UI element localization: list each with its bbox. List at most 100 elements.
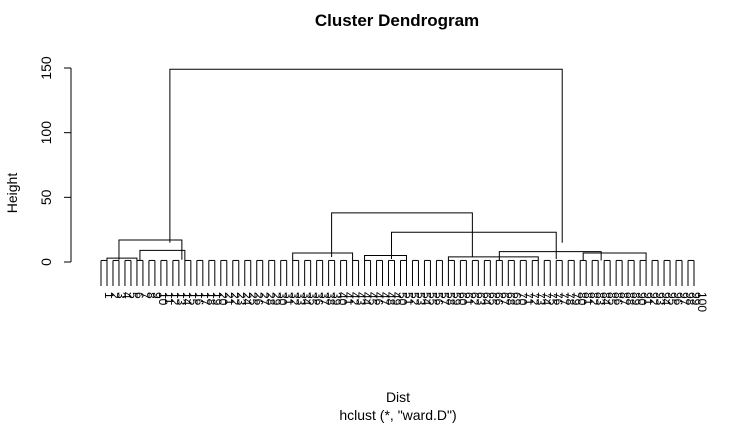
leaf-label: 46 xyxy=(372,292,386,306)
leaf-label: 56 xyxy=(431,292,445,306)
leaf-label: 52 xyxy=(407,292,421,306)
leaf-label: 41 xyxy=(342,292,356,306)
y-tick-label: 150 xyxy=(38,56,54,80)
leaf-label: 67 xyxy=(497,292,511,306)
leaf-label: 45 xyxy=(366,292,380,306)
leaf-label: 9 xyxy=(150,292,164,299)
leaf-label: 40 xyxy=(336,292,350,306)
leaf-label: 81 xyxy=(581,292,595,306)
leaf-label: 3 xyxy=(114,292,128,299)
leaf-label: 44 xyxy=(360,292,374,306)
leaf-label: 48 xyxy=(384,292,398,306)
leaf-label: 2 xyxy=(108,292,122,299)
leaf-label: 17 xyxy=(198,292,212,306)
dendrogram-tree xyxy=(100,68,695,286)
leaf-label: 6 xyxy=(132,292,146,299)
y-tick-label: 50 xyxy=(38,189,54,205)
leaf-label: 26 xyxy=(252,292,266,306)
leaf-label: 16 xyxy=(192,292,206,306)
leaf-label: 18 xyxy=(204,292,218,306)
chart-subtitle: hclust (*, "ward.D") xyxy=(339,407,456,423)
leaf-label: 25 xyxy=(246,292,260,306)
leaf-label: 60 xyxy=(455,292,469,306)
leaf-label: 42 xyxy=(348,292,362,306)
leaf-label: 51 xyxy=(401,292,415,306)
leaf-label: 77 xyxy=(557,292,571,306)
merge-link xyxy=(169,68,563,243)
leaf-label: 33 xyxy=(294,292,308,306)
merge-link xyxy=(582,252,647,261)
leaf-label: 35 xyxy=(306,292,320,306)
leaf-label: 54 xyxy=(419,292,433,306)
leaf-label: 73 xyxy=(533,292,547,306)
leaf-label: 21 xyxy=(222,292,236,306)
merge-link xyxy=(498,251,602,261)
leaf-label: 59 xyxy=(449,292,463,306)
leaf-label: 8 xyxy=(144,292,158,299)
leaf-label: 85 xyxy=(605,292,619,306)
leaf-label: 39 xyxy=(330,292,344,306)
leaf-label: 22 xyxy=(228,292,242,306)
leaf-label: 74 xyxy=(539,292,553,306)
leaf-label: 11 xyxy=(162,292,176,305)
leaf-label: 97 xyxy=(677,292,691,306)
leaf-label: 82 xyxy=(587,292,601,306)
leaf-label: 36 xyxy=(312,292,326,306)
leaf-label: 86 xyxy=(611,292,625,306)
leaf-label: 58 xyxy=(443,292,457,306)
leaf-label: 63 xyxy=(473,292,487,306)
leaf-label: 43 xyxy=(354,292,368,306)
merge-link xyxy=(447,256,539,261)
chart-title: Cluster Dendrogram xyxy=(315,11,479,30)
merge-link xyxy=(364,255,407,261)
leaf-label: 69 xyxy=(509,292,523,306)
leaf-label: 10 xyxy=(156,292,170,306)
leaf-label: 14 xyxy=(180,292,194,306)
merge-link xyxy=(331,212,473,258)
leaf-label: 62 xyxy=(467,292,481,306)
leaf-label: 28 xyxy=(264,292,278,306)
leaf-label: 80 xyxy=(575,292,589,306)
leaf-label: 55 xyxy=(425,292,439,306)
leaf-label: 76 xyxy=(551,292,565,306)
y-axis-label: Height xyxy=(4,173,20,214)
leaf-label: 66 xyxy=(491,292,505,306)
merge-link xyxy=(391,231,557,260)
leaf-label: 68 xyxy=(503,292,517,306)
leaf-label: 5 xyxy=(126,292,140,299)
leaf-label: 49 xyxy=(390,292,404,306)
x-axis-label: Dist xyxy=(386,389,410,405)
leaf-label: 4 xyxy=(120,292,134,299)
leaf-label: 99 xyxy=(689,292,703,306)
leaf-label: 65 xyxy=(485,292,499,306)
leaf-label: 95 xyxy=(665,292,679,306)
leaf-label: 84 xyxy=(599,292,613,306)
leaf-label: 87 xyxy=(617,292,631,306)
leaf-label: 38 xyxy=(324,292,338,306)
leaf-label: 34 xyxy=(300,292,314,306)
leaf-label: 13 xyxy=(174,292,188,306)
y-axis: 0 50 100 150 xyxy=(38,56,72,266)
leaf-label: 90 xyxy=(635,292,649,306)
leaf-labels: 1234567891011121314151617181920212223242… xyxy=(102,292,709,312)
merge-link xyxy=(292,252,354,261)
leaf-label: 78 xyxy=(563,292,577,306)
leaf-label: 91 xyxy=(641,292,655,306)
leaf-label: 19 xyxy=(210,292,224,306)
leaf-label: 70 xyxy=(515,292,529,306)
leaf-label: 71 xyxy=(521,292,535,306)
leaf-label: 79 xyxy=(569,292,583,306)
leaf-label: 24 xyxy=(240,292,254,306)
leaf-label: 96 xyxy=(671,292,685,306)
leaf-label: 98 xyxy=(683,292,697,306)
leaf-label: 50 xyxy=(396,292,410,306)
leaf-label: 93 xyxy=(653,292,667,306)
leaf-label: 15 xyxy=(186,292,200,306)
leaf-label: 53 xyxy=(413,292,427,306)
leaf-label: 27 xyxy=(258,292,272,306)
leaf-label: 20 xyxy=(216,292,230,306)
leaf-label: 30 xyxy=(276,292,290,306)
leaf-label: 64 xyxy=(479,292,493,306)
leaf-label: 94 xyxy=(659,292,673,306)
leaf-label: 89 xyxy=(629,292,643,306)
